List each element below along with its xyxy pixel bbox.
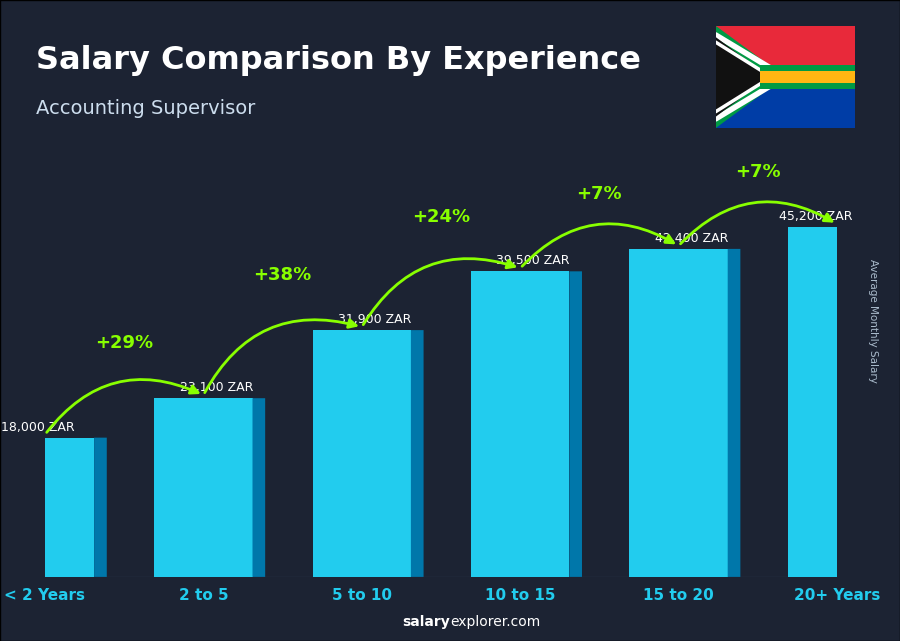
Text: salary: salary <box>402 615 450 629</box>
Text: +38%: +38% <box>254 266 311 285</box>
Text: 42,400 ZAR: 42,400 ZAR <box>655 232 728 245</box>
Polygon shape <box>886 227 899 577</box>
Bar <box>716 77 855 128</box>
Text: +29%: +29% <box>95 335 153 353</box>
Bar <box>760 83 855 89</box>
Text: Accounting Supervisor: Accounting Supervisor <box>36 99 256 119</box>
Text: 31,900 ZAR: 31,900 ZAR <box>338 313 411 326</box>
Polygon shape <box>253 398 266 577</box>
Text: 18,000 ZAR: 18,000 ZAR <box>1 420 75 434</box>
Polygon shape <box>411 330 424 577</box>
Bar <box>312 330 411 577</box>
Bar <box>629 249 728 577</box>
Polygon shape <box>716 26 785 128</box>
Text: explorer.com: explorer.com <box>450 615 540 629</box>
Polygon shape <box>94 438 107 577</box>
Bar <box>471 271 570 577</box>
Bar <box>760 71 855 83</box>
Text: 39,500 ZAR: 39,500 ZAR <box>497 254 570 267</box>
Text: 23,100 ZAR: 23,100 ZAR <box>180 381 253 394</box>
Text: Average Monthly Salary: Average Monthly Salary <box>868 258 878 383</box>
Text: +24%: +24% <box>412 208 470 226</box>
Bar <box>760 65 855 71</box>
Bar <box>154 398 253 577</box>
Text: +7%: +7% <box>577 185 622 203</box>
Text: Salary Comparison By Experience: Salary Comparison By Experience <box>36 45 641 76</box>
Bar <box>0 438 94 577</box>
Polygon shape <box>570 271 582 577</box>
Polygon shape <box>716 37 769 117</box>
Polygon shape <box>728 249 741 577</box>
Bar <box>716 26 855 77</box>
Bar <box>716 68 855 86</box>
Text: +7%: +7% <box>735 163 780 181</box>
Bar <box>788 227 886 577</box>
Text: 45,200 ZAR: 45,200 ZAR <box>779 210 853 223</box>
